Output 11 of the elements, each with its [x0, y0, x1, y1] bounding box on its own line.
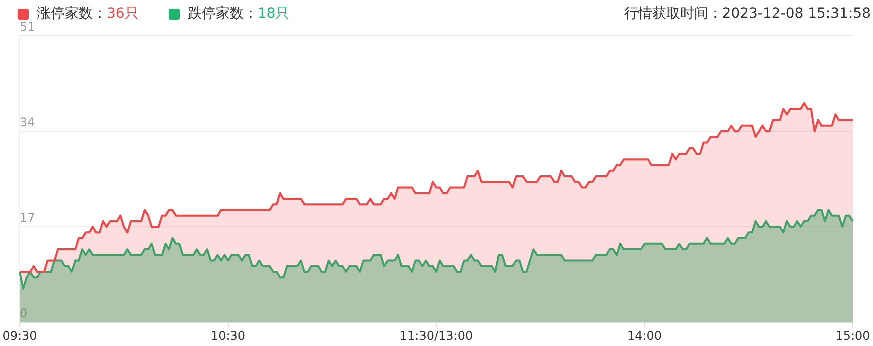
- x-tick-label: 14:00: [627, 328, 662, 343]
- legend-label: 跌停家数：18只: [188, 5, 290, 23]
- x-tick-label: 09:30: [2, 328, 38, 343]
- text: 行情获取时间：2023-12-08 15:31:58: [624, 5, 871, 23]
- y-tick-label: 51: [20, 20, 36, 34]
- x-tick-label: 15:00: [836, 328, 870, 343]
- x-tick-label: 10:30: [210, 328, 246, 343]
- legend-label: 涨停家数：36只: [37, 5, 139, 23]
- y-tick-label: 17: [20, 211, 36, 226]
- x-tick-label: 11:30/13:00: [400, 328, 474, 343]
- y-tick-label: 34: [20, 116, 36, 130]
